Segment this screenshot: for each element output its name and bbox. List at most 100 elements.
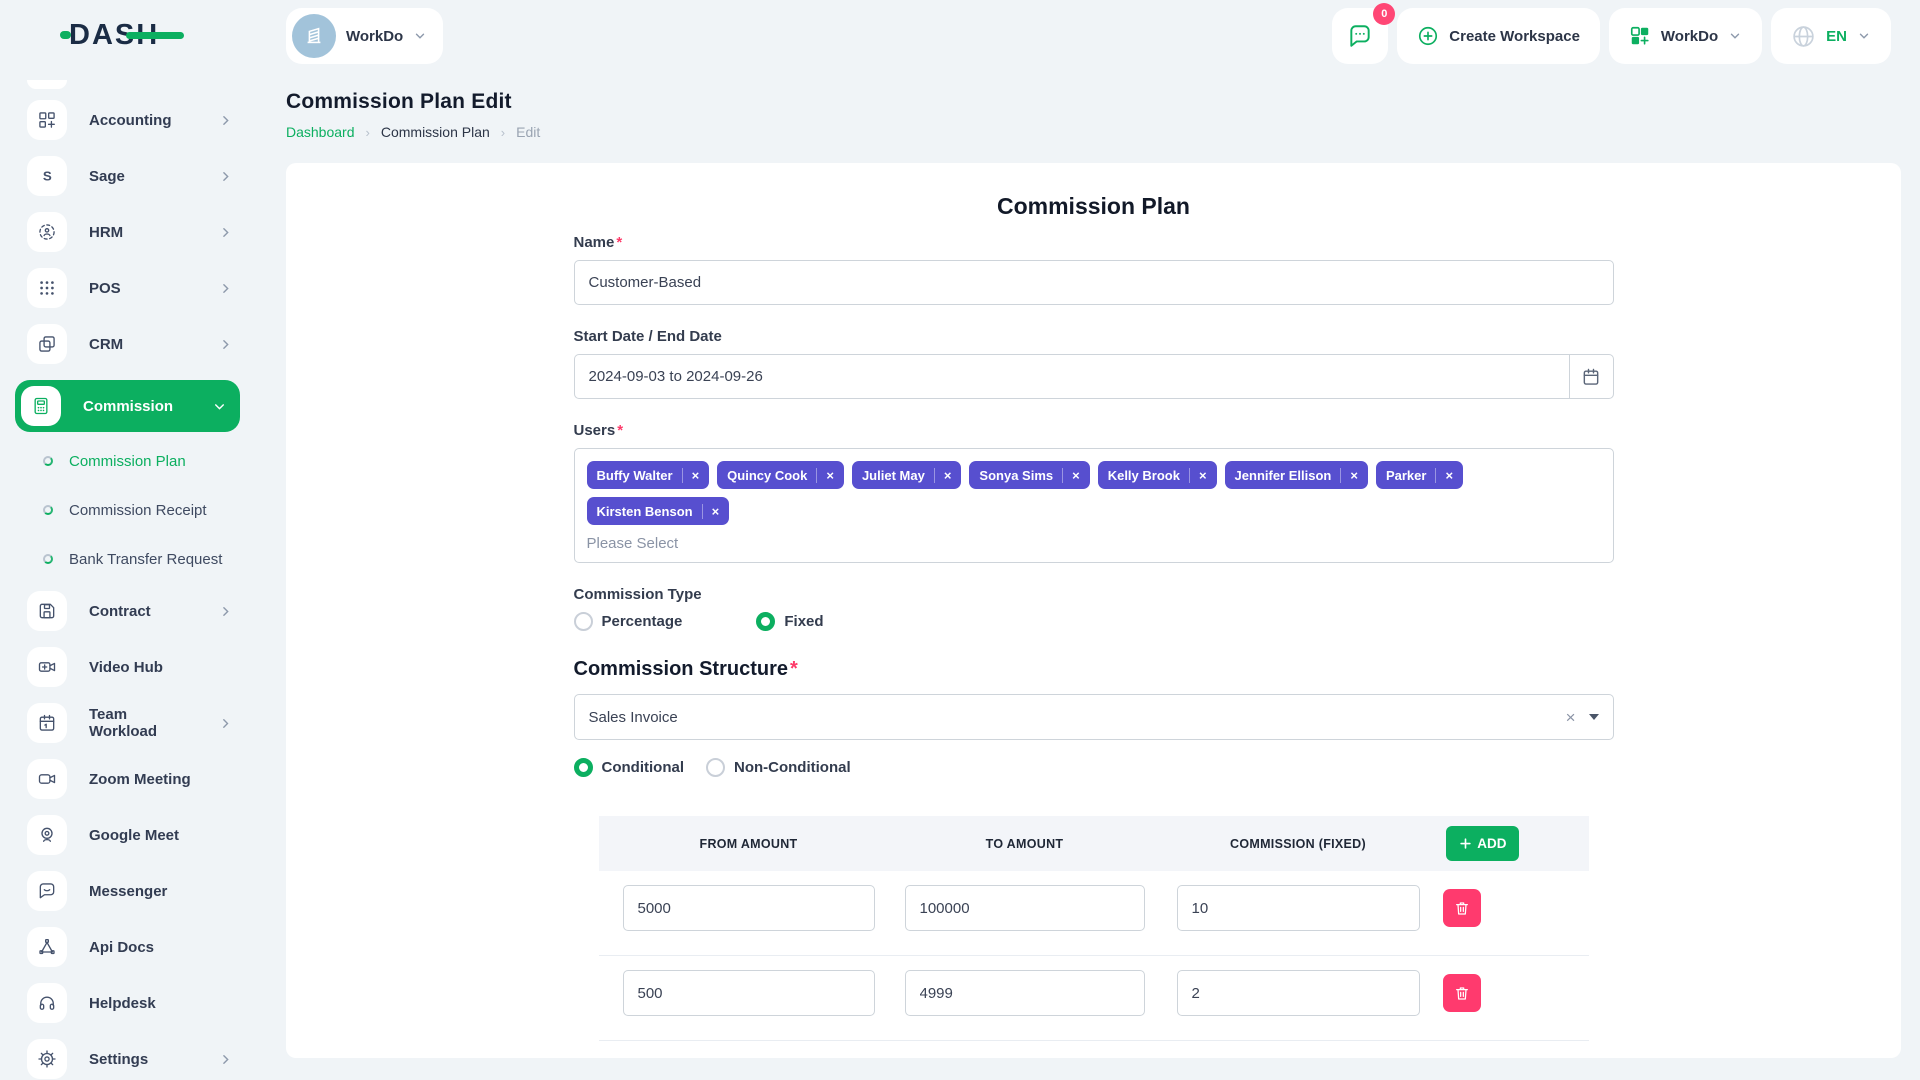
radio-non-conditional[interactable]: Non-Conditional [706,758,851,777]
svg-text:S: S [43,169,52,184]
name-input[interactable] [573,260,1614,305]
apps-menu-button[interactable]: WorkDo [1608,8,1763,64]
sidebar-item-label: POS [89,279,121,297]
remove-tag-icon[interactable]: × [1340,467,1358,483]
dash-logo-icon: DASH [60,19,184,51]
structure-select[interactable]: Sales Invoice × [573,694,1614,740]
chevron-down-icon [416,33,425,39]
sidebar-item-label: Video Hub [89,658,163,676]
sidebar-item-settings[interactable]: Settings [15,1039,240,1079]
sidebar-item-label: Contract [89,602,151,620]
remove-tag-icon[interactable]: × [1435,467,1453,483]
sidebar-item-contract[interactable]: Contract [15,591,240,631]
workspace-switcher[interactable]: WorkDo [286,8,444,64]
to-amount-input[interactable] [904,885,1145,931]
person-crosshair-icon [27,212,67,252]
chevron-right-icon [223,606,229,616]
structure-select-value: Sales Invoice [588,708,678,726]
calendar-button[interactable] [1569,354,1614,399]
radio-checked-icon [573,758,593,777]
messages-button[interactable]: 0 [1332,3,1396,64]
remove-tag-icon[interactable]: × [1188,467,1207,483]
column-header-from-amount: FROM AMOUNT [699,836,798,851]
radio-fixed[interactable]: Fixed [756,612,824,631]
commission-input[interactable] [1176,885,1420,931]
user-tag: Jennifer Ellison × [1224,461,1368,489]
workspace-avatar [292,14,336,58]
card-title: Commission Plan [997,193,1190,219]
date-range-label: Start Date / End Date [573,328,722,345]
delete-row-button[interactable] [1442,889,1481,927]
sidebar-item-commission[interactable]: Commission [15,380,240,432]
user-tag: Quincy Cook × [717,461,844,489]
date-range-input[interactable] [573,354,1570,399]
delete-row-button[interactable] [1442,974,1481,1012]
sidebar-item-label: Settings [89,1050,149,1068]
sidebar-item-hrm[interactable]: HRM [15,212,240,252]
users-multiselect[interactable]: Buffy Walter × Quincy Cook × Juliet May × S… [573,448,1614,563]
remove-tag-icon[interactable]: × [701,503,719,519]
remove-tag-icon[interactable]: × [816,467,834,483]
sidebar-item-label: Google Meet [89,826,180,844]
grid-plus-icon [27,100,67,140]
radio-percentage[interactable]: Percentage [573,612,682,631]
remove-tag-icon[interactable]: × [681,467,699,483]
app-logo[interactable]: DASH [60,14,190,59]
subitem-label: Commission Plan [69,452,186,470]
sidebar-item-label: Helpdesk [89,994,156,1012]
column-header-to-amount: TO AMOUNT [985,836,1064,851]
add-row-button[interactable]: ADD [1446,826,1519,861]
sidebar-item-sage[interactable]: S Sage [15,156,240,196]
plus-circle-icon [1419,26,1438,46]
bullet-icon [43,505,53,515]
commission-type-label: Commission Type [573,586,702,603]
calendar-icon [1584,368,1599,385]
sidebar-item-messenger[interactable]: Messenger [15,871,240,911]
remove-tag-icon[interactable]: × [933,467,951,483]
user-tag: Juliet May × [851,461,962,489]
sidebar-subitem-commission-plan[interactable]: Commission Plan [43,444,240,478]
sidebar-item-video-hub[interactable]: Video Hub [15,647,240,687]
calculator-icon [21,386,61,426]
caret-down-icon [1588,714,1599,720]
sidebar-item-label: Accounting [89,111,172,129]
sidebar-item-label: Messenger [89,882,168,900]
to-amount-input[interactable] [904,970,1145,1016]
trash-icon [1455,902,1468,915]
chevron-right-icon [223,1054,229,1064]
radio-conditional[interactable]: Conditional [573,758,684,777]
grid-plus-icon [1630,26,1649,45]
gear-icon [27,1039,67,1079]
from-amount-input[interactable] [622,970,875,1016]
user-tag: Kelly Brook × [1097,461,1217,489]
breadcrumb-dashboard[interactable]: Dashboard [286,124,355,140]
sidebar-item-google-meet[interactable]: Google Meet [15,815,240,855]
sidebar-item-crm[interactable]: CRM [15,324,240,364]
top-bar: DASH WorkDo 0 [0,0,1920,72]
commission-input[interactable] [1176,970,1420,1016]
chevron-down-icon [1859,33,1869,39]
user-tag: Kirsten Benson × [586,497,730,525]
table-row [598,956,1589,1041]
sidebar-item-pos[interactable]: POS [15,268,240,308]
from-amount-input[interactable] [622,885,875,931]
language-menu-button[interactable]: EN [1771,8,1891,64]
main-content: Commission Plan Edit Dashboard › Commiss… [250,72,1920,1080]
sidebar-item-accounting[interactable]: Accounting [15,100,240,140]
create-workspace-button[interactable]: Create Workspace [1397,8,1600,64]
sidebar-subitem-commission-receipt[interactable]: Commission Receipt [43,493,240,527]
sidebar-subitem-bank-transfer-request[interactable]: Bank Transfer Request [43,542,240,576]
sidebar-item-helpdesk[interactable]: Helpdesk [15,983,240,1023]
sidebar-item-zoom-meeting[interactable]: Zoom Meeting [15,759,240,799]
sidebar-item-api-docs[interactable]: Api Docs [15,927,240,967]
table-header-row: FROM AMOUNT TO AMOUNT COMMISSION (FIXED)… [598,816,1589,871]
sidebar-item-label: Zoom Meeting [89,770,191,788]
sidebar-item-team-workload[interactable]: Team Workload [15,703,240,743]
commission-plan-card: Commission Plan Name* Start Date / End D… [286,163,1901,1058]
overlap-squares-icon [27,324,67,364]
table-row [598,871,1589,956]
remove-tag-icon[interactable]: × [1062,467,1080,483]
clear-selection-icon[interactable]: × [1565,707,1576,727]
chevron-right-icon [223,115,229,125]
